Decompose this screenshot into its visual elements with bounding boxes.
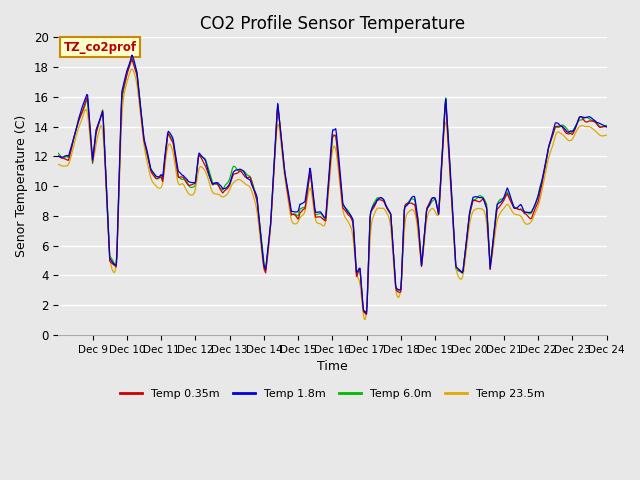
Legend: Temp 0.35m, Temp 1.8m, Temp 6.0m, Temp 23.5m: Temp 0.35m, Temp 1.8m, Temp 6.0m, Temp 2… [115,385,550,404]
Text: TZ_co2prof: TZ_co2prof [64,41,137,54]
X-axis label: Time: Time [317,360,348,373]
Y-axis label: Senor Temperature (C): Senor Temperature (C) [15,115,28,257]
Title: CO2 Profile Sensor Temperature: CO2 Profile Sensor Temperature [200,15,465,33]
